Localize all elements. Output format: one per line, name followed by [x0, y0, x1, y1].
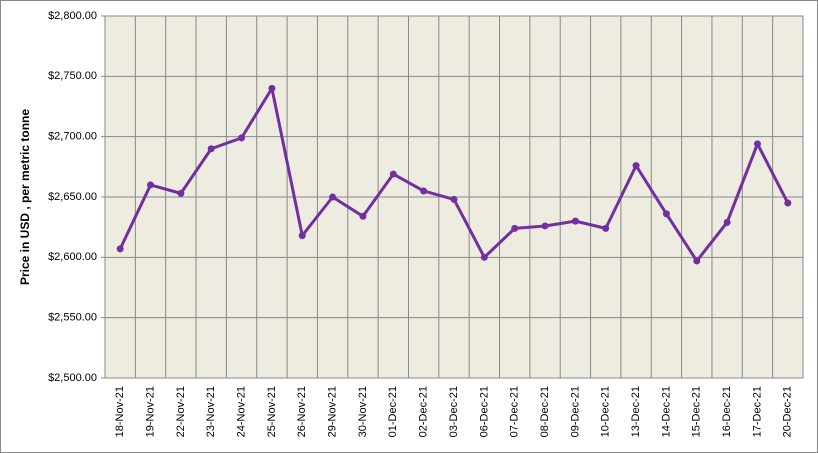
point	[571, 217, 579, 225]
point	[541, 222, 549, 230]
point	[511, 224, 519, 232]
point	[238, 134, 246, 142]
point	[723, 218, 731, 226]
point	[693, 257, 701, 265]
x-tick-label: 09-Dec-21	[569, 386, 581, 437]
x-tick-label: 19-Nov-21	[144, 386, 156, 437]
point	[784, 199, 792, 207]
point	[662, 210, 670, 218]
x-tick-label: 07-Dec-21	[509, 386, 521, 437]
y-tick-label: $2,500.00	[48, 372, 97, 384]
point	[147, 181, 155, 189]
point	[298, 232, 306, 240]
point	[480, 253, 488, 261]
point	[753, 140, 761, 148]
x-tick-label: 17-Dec-21	[751, 386, 763, 437]
x-tick-label: 23-Nov-21	[205, 386, 217, 437]
point	[359, 212, 367, 220]
x-tick-label: 08-Dec-21	[539, 386, 551, 437]
x-tick-label: 13-Dec-21	[630, 386, 642, 437]
x-tick-label: 14-Dec-21	[660, 386, 672, 437]
x-tick-label: 16-Dec-21	[721, 386, 733, 437]
point	[420, 187, 428, 195]
x-tick-label: 15-Dec-21	[691, 386, 703, 437]
y-tick-label: $2,600.00	[48, 251, 97, 263]
x-tick-label: 30-Nov-21	[357, 386, 369, 437]
y-axis-label: Price in USD , per metric tonne	[18, 109, 32, 285]
x-tick-label: 02-Dec-21	[418, 386, 430, 437]
x-tick-label: 18-Nov-21	[114, 386, 126, 437]
x-tick-label: 26-Nov-21	[296, 386, 308, 437]
point	[177, 189, 185, 197]
x-tick-label: 20-Dec-21	[782, 386, 794, 437]
y-tick-label: $2,650.00	[48, 191, 97, 203]
point	[389, 170, 397, 178]
point	[632, 162, 640, 170]
x-tick-label: 29-Nov-21	[327, 386, 339, 437]
x-tick-label: 24-Nov-21	[235, 386, 247, 437]
x-tick-label: 01-Dec-21	[387, 386, 399, 437]
point	[116, 245, 124, 253]
x-tick-label: 22-Nov-21	[175, 386, 187, 437]
x-tick-label: 10-Dec-21	[600, 386, 612, 437]
y-tick-label: $2,750.00	[48, 70, 97, 82]
x-tick-label: 03-Dec-21	[448, 386, 460, 437]
point	[207, 145, 215, 153]
x-tick-label: 25-Nov-21	[266, 386, 278, 437]
x-tick-label: 06-Dec-21	[478, 386, 490, 437]
y-tick-label: $2,550.00	[48, 312, 97, 324]
point	[602, 224, 610, 232]
y-tick-label: $2,800.00	[48, 10, 97, 22]
point	[450, 195, 458, 203]
point	[268, 84, 276, 92]
y-tick-label: $2,700.00	[48, 131, 97, 143]
point	[329, 193, 337, 201]
